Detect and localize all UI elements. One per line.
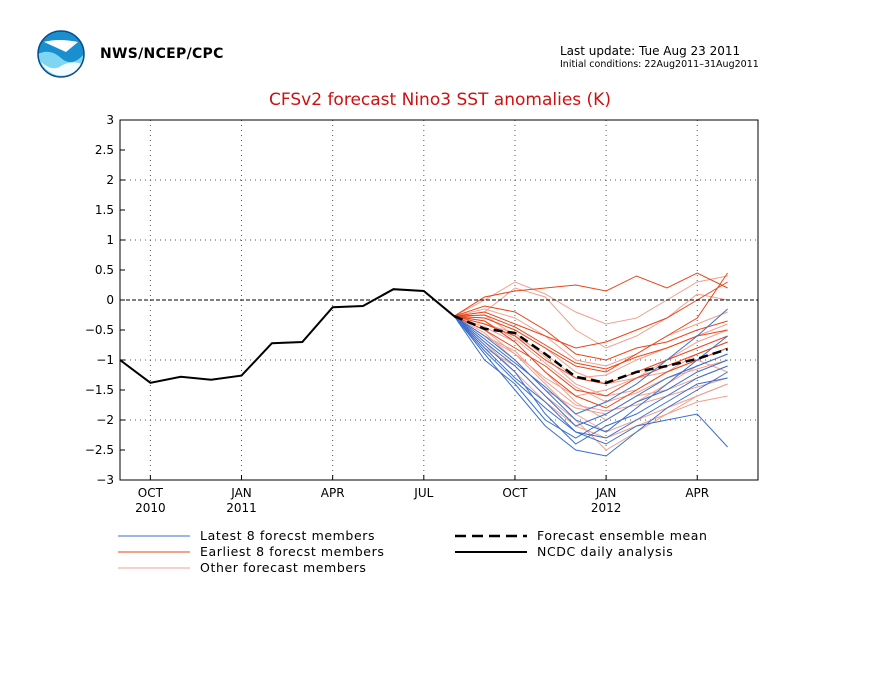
other-member-line <box>453 315 728 433</box>
y-tick-label: −0.5 <box>85 323 114 337</box>
other-member-line <box>453 315 728 415</box>
x-tick-year: 2010 <box>135 501 166 515</box>
y-tick-label: 0.5 <box>95 263 114 277</box>
other-members-group <box>453 275 728 451</box>
earliest-member-line <box>454 305 728 361</box>
earliest-member-line <box>453 272 728 317</box>
y-tick-label: 3 <box>106 113 114 127</box>
legend-earliest-label: Earliest 8 forecst members <box>200 544 384 559</box>
earliest-member-line <box>454 272 729 373</box>
y-tick-label: 1 <box>106 233 114 247</box>
x-tick-label: JAN <box>230 486 252 500</box>
latest-member-line <box>453 315 728 448</box>
ensemble-mean-line <box>453 315 728 385</box>
x-tick-label: JUL <box>413 486 433 500</box>
x-tick-year: 2011 <box>226 501 257 515</box>
latest-member-line <box>453 308 728 415</box>
x-tick-label: APR <box>685 486 709 500</box>
y-tick-label: 2.5 <box>95 143 114 157</box>
y-tick-label: −1 <box>96 353 114 367</box>
y-tick-label: −2 <box>96 413 114 427</box>
other-member-line <box>453 275 728 325</box>
earliest-members-group <box>453 272 729 409</box>
legend: Latest 8 forecst members Earliest 8 fore… <box>118 528 708 575</box>
earliest-member-line <box>454 281 728 349</box>
x-tick-label: OCT <box>502 486 528 500</box>
agency-label: NWS/NCEP/CPC <box>100 46 224 62</box>
x-tick-label: JAN <box>595 486 617 500</box>
y-axis-ticks: 3 2.5 2 1.5 1 0.5 0 −0.5 −1 −1.5 −2 −2.5 −3 <box>85 113 125 487</box>
x-tick-year: 2012 <box>591 501 622 515</box>
noaa-logo <box>37 30 85 78</box>
last-update-label: Last update: Tue Aug 23 2011 <box>560 44 741 58</box>
other-member-line <box>454 315 728 397</box>
y-tick-label: 2 <box>106 173 114 187</box>
x-tick-label: OCT <box>138 486 164 500</box>
legend-latest-label: Latest 8 forecst members <box>200 528 375 543</box>
earliest-member-line <box>454 314 728 370</box>
legend-mean-label: Forecast ensemble mean <box>537 528 708 543</box>
latest-member-line <box>453 315 728 427</box>
y-tick-label: 0 <box>106 293 114 307</box>
other-member-line <box>454 308 728 367</box>
earliest-member-line <box>453 315 728 397</box>
y-tick-label: −2.5 <box>85 443 114 457</box>
analysis-line <box>119 288 455 384</box>
legend-analysis-label: NCDC daily analysis <box>537 544 673 559</box>
initial-conditions-label: Initial conditions: 22Aug2011–31Aug2011 <box>560 59 759 70</box>
chart-title: CFSv2 forecast Nino3 SST anomalies (K) <box>269 90 611 110</box>
latest-member-line <box>453 315 728 439</box>
y-tick-label: −3 <box>96 473 114 487</box>
x-tick-label: APR <box>321 486 345 500</box>
y-tick-label: −1.5 <box>85 383 114 397</box>
y-tick-label: 1.5 <box>95 203 114 217</box>
latest-members-group <box>453 308 728 457</box>
latest-member-line <box>453 315 728 433</box>
latest-member-line <box>453 315 728 439</box>
legend-other-label: Other forecast members <box>200 560 367 575</box>
